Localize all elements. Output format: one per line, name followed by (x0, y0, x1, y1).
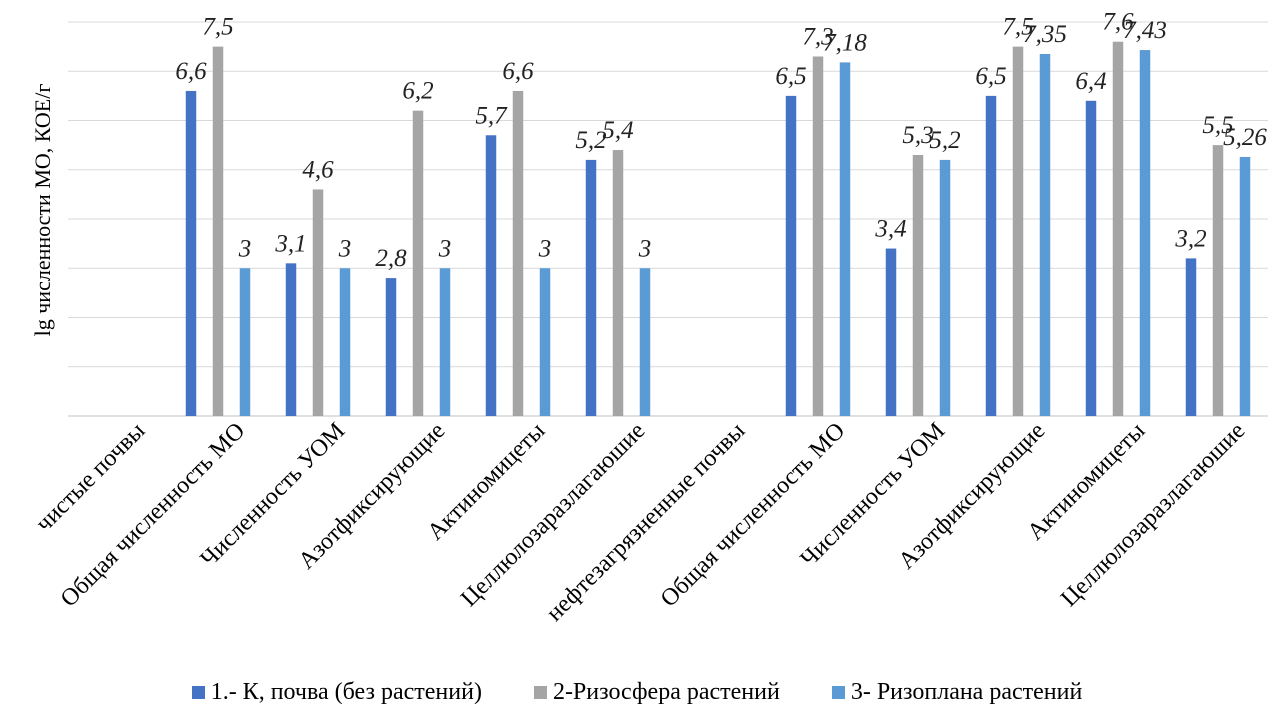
legend-swatch (831, 685, 845, 699)
bar (412, 110, 424, 417)
data-label: 5,7 (475, 102, 508, 129)
data-label: 7,5 (202, 14, 233, 41)
data-label: 5,2 (575, 127, 606, 154)
category-label: нефтезагрязненные почвы (542, 418, 751, 627)
data-label: 5,3 (902, 122, 933, 149)
data-label: 4,6 (302, 156, 334, 183)
bar (785, 95, 797, 416)
data-label: 3 (238, 235, 252, 262)
data-label: 5,4 (602, 117, 633, 144)
data-label: 5,2 (929, 127, 960, 154)
bar (185, 90, 197, 416)
legend-item: 3- Ризоплана растений (831, 678, 1083, 706)
legend-label: 1.- К, почва (без растений) (210, 678, 482, 705)
bar (512, 90, 524, 416)
bar (1085, 100, 1097, 417)
bar (912, 154, 924, 416)
legend-item: 2-Ризосфера растений (533, 678, 780, 706)
bar (285, 263, 297, 416)
bar (639, 268, 651, 416)
data-label: 5,5 (1202, 112, 1233, 139)
bar (339, 268, 351, 416)
data-label: 6,5 (975, 63, 1006, 90)
bar (385, 278, 397, 416)
category-label: Общая численность МО (656, 418, 850, 612)
bar (485, 135, 497, 416)
data-label: 7,35 (1023, 21, 1067, 48)
bar (539, 268, 551, 416)
bar (1185, 258, 1197, 416)
bars (185, 41, 1251, 417)
bar (1212, 145, 1224, 416)
data-label: 3,2 (1174, 225, 1206, 252)
data-label: 3 (438, 235, 452, 262)
data-label: 7,18 (823, 29, 867, 56)
data-label: 3 (538, 235, 552, 262)
legend-label: 3- Ризоплана растений (850, 678, 1083, 705)
bar (939, 159, 951, 416)
bar (1039, 54, 1051, 416)
legend: 1.- К, почва (без растений) 2-Ризосфера р… (0, 672, 1274, 712)
bar (885, 248, 897, 416)
legend-item: 1.- К, почва (без растений) (191, 678, 482, 706)
bar (1239, 156, 1251, 416)
bar (439, 268, 451, 416)
legend-swatch (533, 685, 547, 699)
bar (212, 46, 224, 416)
data-label: 5,26 (1223, 124, 1267, 151)
legend-label: 2-Ризосфера растений (552, 678, 780, 705)
bar (585, 159, 597, 416)
bar (612, 150, 624, 417)
data-label: 3,4 (874, 216, 906, 243)
bar (812, 56, 824, 416)
bar (1139, 50, 1151, 416)
legend-swatch (191, 685, 205, 699)
data-label: 7,6 (1102, 9, 1134, 36)
bar (312, 189, 324, 416)
category-label: Целлюлозаразлагаюшие (1056, 418, 1250, 612)
bar (985, 95, 997, 416)
data-label: 6,6 (175, 58, 207, 85)
data-label: 3,1 (274, 230, 306, 257)
data-labels: 6,6 3,1 2,8 5,7 5,2 6,5 3,4 6,5 6,4 3,2 7,5 4,6 6,2 6… (175, 9, 1267, 272)
data-label: 6,5 (775, 63, 806, 90)
category-label: Целлюлозаразлагаюшие (456, 418, 650, 612)
bar (1012, 46, 1024, 416)
data-label: 6,4 (1075, 68, 1106, 95)
data-label: 7,5 (1002, 14, 1033, 41)
data-label: 7,3 (802, 23, 833, 50)
data-label: 2,8 (375, 245, 407, 272)
category-label: Общая численность МО (56, 418, 250, 612)
y-axis-label: lg численности МО, КОЕ/г (30, 84, 55, 337)
bar (839, 62, 851, 416)
data-label: 3 (638, 235, 652, 262)
data-label: 3 (338, 235, 352, 262)
bar (1112, 41, 1124, 416)
data-label: 6,2 (402, 78, 433, 105)
data-label: 6,6 (502, 58, 534, 85)
data-label: 7,43 (1123, 17, 1167, 44)
bar-chart: 6,6 3,1 2,8 5,7 5,2 6,5 3,4 6,5 6,4 3,2 7,5 4,6 6,2 6… (30, 9, 1268, 627)
gridlines (68, 21, 1268, 417)
bar (239, 268, 251, 416)
